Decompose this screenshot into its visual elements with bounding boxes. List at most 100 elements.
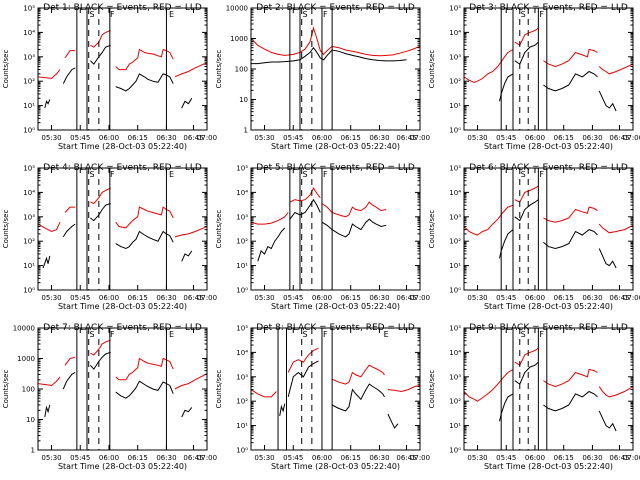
x-tick-label: 05:30 [467, 134, 487, 142]
series-lld [464, 347, 633, 402]
series-lld [251, 26, 420, 57]
interval-marker-label: S [303, 330, 308, 339]
x-tick-label: 06:30 [582, 454, 602, 462]
chart-title: Det 5: BLACK = Events, RED = LLD [256, 163, 415, 173]
x-tick-label: 06:00 [99, 454, 119, 462]
series-line-segment [169, 76, 174, 84]
y-tick-label: 10² [236, 398, 248, 406]
y-axis-label: Counts/sec [2, 370, 10, 409]
x-tick-label: 05:45 [70, 134, 90, 142]
y-tick-label: 10¹ [449, 102, 461, 110]
x-tick-label: 06:45 [183, 454, 203, 462]
series-line-segment [90, 30, 111, 48]
series-events [499, 361, 617, 432]
series-line-segment [543, 48, 598, 68]
y-tick-label: 10000 [226, 5, 248, 13]
series-line-segment [115, 380, 171, 399]
series-line-segment [543, 70, 598, 92]
chart-panel-5: 10⁰ 10¹ 10² 10³ 10⁴ 10⁵ 05:30 05:45 06:00 06:15 06… [215, 163, 430, 311]
x-tick-label: 06:30 [156, 134, 176, 142]
series-line-segment [169, 361, 174, 370]
x-tick-label: 06:15 [128, 134, 148, 142]
series-events [44, 351, 193, 418]
y-tick-label: 1000 [230, 35, 248, 43]
series-line-segment [251, 26, 420, 57]
x-tick-label: 06:00 [312, 134, 332, 142]
y-tick-label: 10⁰ [236, 287, 248, 295]
x-tick-label: 05:45 [496, 134, 516, 142]
x-tick-label: 05:30 [467, 454, 487, 462]
x-tick-label: 06:30 [369, 454, 389, 462]
series-lld [251, 347, 420, 398]
series-line-segment [115, 230, 171, 250]
series-events [499, 199, 617, 269]
plot-frame [463, 327, 634, 451]
series-line-segment [251, 389, 277, 398]
x-tick-label: 06:30 [582, 134, 602, 142]
y-tick-label: 10000 [13, 325, 35, 333]
series-line-segment [90, 44, 111, 65]
y-tick-label: 10³ [23, 213, 35, 221]
x-tick-label: 06:30 [156, 454, 176, 462]
chart-panel-7: 1 10 100 1000 10000 05:30 05:45 06:00 06:15 06:30… [2, 323, 217, 471]
y-tick-label: 1000 [17, 355, 35, 363]
series-events [257, 198, 387, 262]
chart-title: Det 2: BLACK = Events, RED = LLD [256, 3, 415, 13]
series-line-segment [174, 226, 207, 238]
x-tick-label: 06:00 [312, 294, 332, 302]
x-axis-label: Start Time (28-Oct-03 05:22:40) [58, 462, 187, 471]
series-events [279, 360, 399, 429]
interval-marker-label: E [384, 330, 389, 339]
series-line-segment [62, 67, 76, 84]
y-axis-label: Counts/sec [215, 210, 223, 249]
series-events [251, 46, 407, 65]
series-line-segment [287, 347, 319, 373]
series-line-segment [90, 187, 111, 205]
x-tick-label: 05:30 [254, 134, 274, 142]
interval-marker-label: S [521, 10, 526, 19]
x-tick-label: 05:45 [283, 294, 303, 302]
series-line-segment [44, 99, 51, 109]
x-axis-label: Start Time (28-Oct-03 05:22:40) [484, 302, 613, 311]
interval-marker-label: S [521, 170, 526, 179]
y-tick-label: 100 [235, 66, 248, 74]
interval-marker-label: S [303, 10, 308, 19]
y-axis-label: Counts/sec [428, 210, 436, 249]
interval-marker-label: F [539, 330, 544, 339]
x-tick-label: 05:45 [283, 454, 303, 462]
y-tick-label: 10⁴ [23, 29, 35, 37]
x-tick-label: 07:00 [197, 454, 217, 462]
interval-marker-label: S [90, 10, 95, 19]
chart-panel-3: 10⁰ 10¹ 10² 10³ 10⁴ 10⁵ 05:30 05:45 06:00 06:15 06… [428, 3, 640, 151]
series-line-segment [543, 229, 598, 250]
series-line-segment [499, 229, 514, 259]
series-line-segment [464, 49, 514, 83]
y-tick-label: 10 [26, 416, 35, 424]
series-line-segment [90, 339, 111, 356]
y-tick-label: 10² [449, 238, 461, 246]
plot-frame [37, 167, 208, 291]
y-tick-label: 100 [22, 386, 35, 394]
series-line-segment [598, 386, 633, 398]
plot-frame [250, 167, 421, 291]
interval-marker-label: F [539, 10, 544, 19]
series-line-segment [289, 198, 321, 220]
chart-title: Det 6: BLACK = Events, RED = LLD [469, 163, 628, 173]
series-line-segment [90, 351, 111, 370]
interval-marker-label: F [323, 10, 328, 19]
x-tick-label: 06:45 [396, 294, 416, 302]
series-line-segment [64, 206, 76, 213]
interval-marker-label: F [323, 170, 328, 179]
x-tick-label: 07:00 [623, 134, 640, 142]
interval-marker-label: E [169, 330, 174, 339]
chart-title: Det 8: BLACK = Events, RED = LLD [256, 323, 415, 333]
series-line-segment [289, 187, 321, 203]
y-tick-label: 10⁰ [23, 127, 35, 135]
series-lld [38, 339, 207, 390]
interval-marker-label: E [169, 170, 174, 179]
series-line-segment [90, 203, 111, 222]
y-axis-label: Counts/sec [215, 370, 223, 409]
x-tick-label: 05:30 [254, 454, 274, 462]
series-line-segment [598, 248, 617, 269]
x-axis-label: Start Time (28-Oct-03 05:22:40) [484, 462, 613, 471]
